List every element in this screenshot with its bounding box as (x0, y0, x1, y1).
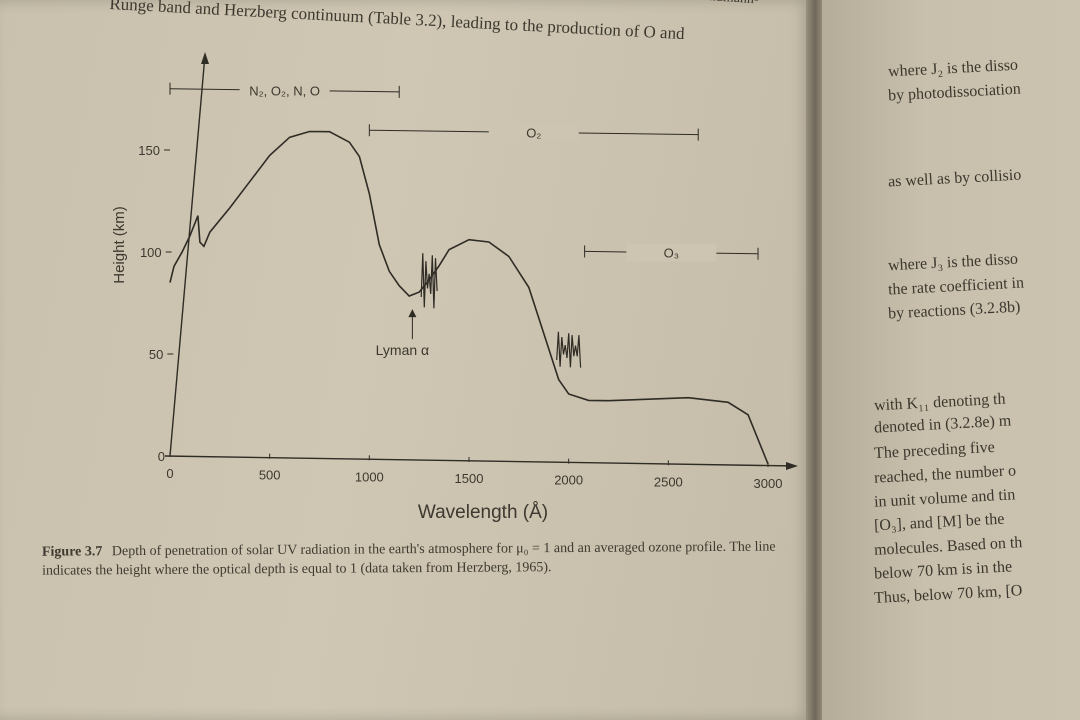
x-tick-label-2500: 2500 (654, 474, 683, 489)
x-axis-arrow (786, 462, 798, 470)
lyman-label: Lyman α (376, 342, 429, 358)
penetration-curve (169, 130, 769, 465)
y-tick-label-50: 50 (149, 347, 163, 362)
o2-spikes (556, 331, 582, 368)
x-tick-label-500: 500 (259, 468, 281, 483)
annotation-label-1: O₂ (526, 125, 541, 140)
x-tick-label-2000: 2000 (554, 473, 583, 488)
figure-caption: Figure 3.7 Depth of penetration of solar… (42, 537, 812, 580)
y-tick-label-0: 0 (158, 449, 165, 464)
x-tick-label-1000: 1000 (355, 469, 384, 484)
x-tick-label-0: 0 (166, 466, 173, 481)
book-page-right (822, 0, 1080, 720)
chart-ticks: 0 500 1000 1500 2000 2500 3000 0 50 100 150 (138, 143, 782, 491)
lyman-arrow-head (408, 309, 417, 318)
y-axis-arrow (201, 52, 209, 64)
x-axis-label: Wavelength (Å) (418, 502, 548, 523)
caption-label: Figure 3.7 (41, 544, 103, 560)
caption-text: Depth of penetration of solar UV radiati… (42, 539, 776, 579)
annotation-label-0: N₂, O₂, N, O (249, 83, 320, 98)
x-tick-label-3000: 3000 (754, 476, 783, 491)
annotation-bg-1 (488, 123, 579, 142)
y-tick-label-100: 100 (140, 245, 162, 260)
book-page-left (0, 0, 812, 720)
annotation-bg-2 (626, 243, 717, 262)
lyman-spikes (420, 253, 438, 309)
x-axis-line (164, 455, 796, 467)
book-gutter (806, 0, 824, 720)
y-tick-label-150: 150 (138, 143, 160, 158)
y-axis-line (169, 54, 206, 457)
chart-annotations: N₂, O₂, N, O O₂ O₃ Lyman α (169, 81, 759, 358)
annotation-bg-0 (239, 81, 330, 100)
annotation-label-2: O₃ (664, 246, 679, 261)
x-tick-label-1500: 1500 (455, 471, 484, 486)
y-axis-label: Height (km) (111, 206, 128, 284)
